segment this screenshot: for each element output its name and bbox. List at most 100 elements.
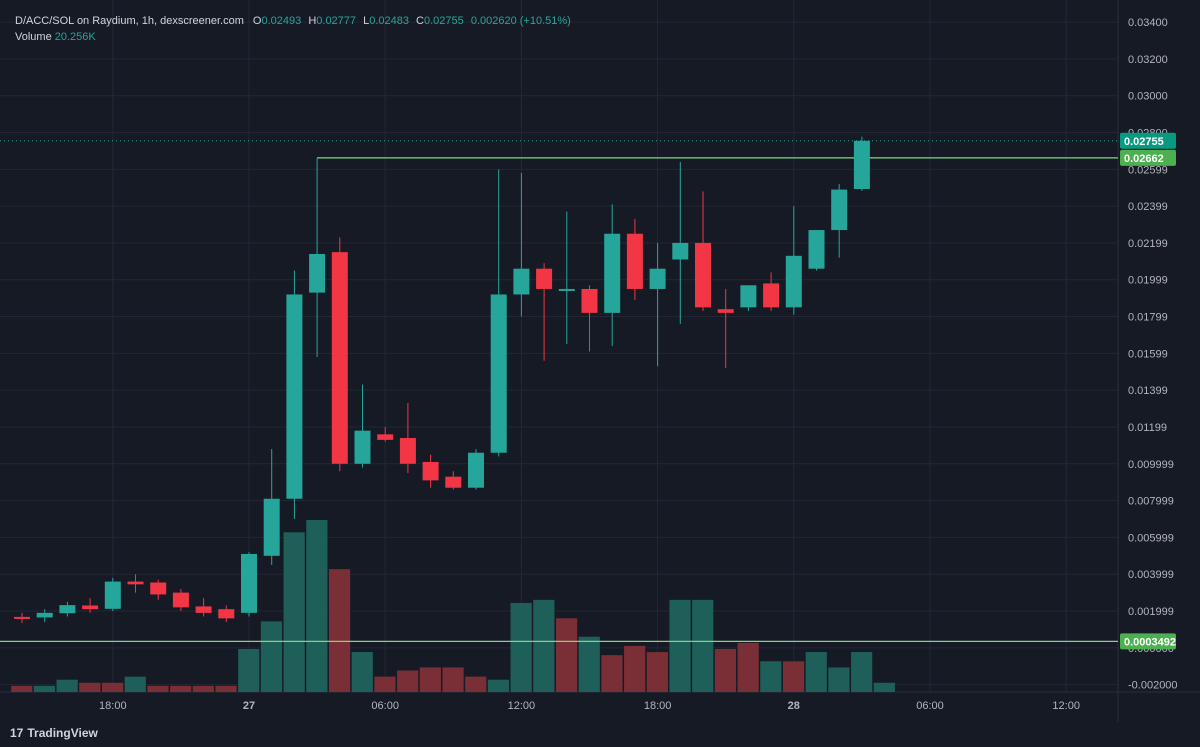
x-tick-label: 12:00 (1052, 700, 1080, 712)
tradingview-name: TradingView (27, 726, 98, 740)
y-tick-label: 0.005999 (1128, 532, 1174, 544)
footer-bar (0, 722, 1200, 747)
low-label: L (363, 15, 370, 27)
y-tick-label: 0.01399 (1128, 385, 1168, 397)
volume-bar (487, 679, 510, 692)
y-tick-label: 0.02199 (1128, 238, 1168, 250)
volume-bar (33, 685, 56, 692)
y-tick-label: 0.009999 (1128, 459, 1174, 471)
candle-body (604, 233, 621, 313)
volume-bar (555, 618, 578, 692)
high-value: 0.02777 (316, 15, 357, 27)
x-tick-label: 06:00 (371, 700, 399, 712)
candle-body (399, 438, 416, 464)
candle-body (558, 288, 575, 291)
x-tick-label: 27 (243, 700, 255, 712)
candle-body (127, 581, 144, 585)
candle-body (785, 255, 802, 308)
volume-bar (79, 682, 101, 692)
candle-body (468, 452, 484, 488)
y-tick-label: 0.03000 (1128, 91, 1168, 103)
candle-body (36, 612, 53, 618)
candle-body (695, 242, 711, 308)
tradingview-logo-icon: 17 (10, 726, 24, 740)
candle-body (422, 461, 439, 481)
volume-bar (170, 685, 192, 692)
candle-body (241, 553, 257, 613)
level-price-label-bg (1120, 633, 1176, 650)
candle-body (672, 242, 689, 260)
level-price-label: 0.0003492 (1124, 636, 1176, 648)
volume-bar (328, 569, 351, 692)
volume-bar (851, 652, 873, 692)
volume-bar (714, 649, 737, 692)
volume-bar (260, 621, 283, 692)
y-tick-label: 0.03400 (1128, 17, 1168, 29)
volume-row: Volume 20.256K (15, 29, 575, 45)
volume-bar (510, 602, 532, 692)
y-tick-label: 0.03200 (1128, 54, 1168, 66)
candle-body (104, 581, 121, 609)
volume-bar (374, 676, 396, 692)
candle-body (808, 230, 825, 269)
candlestick-chart[interactable]: 0.034000.032000.030000.028000.025990.023… (0, 0, 1200, 722)
y-tick-label: 0.01799 (1128, 312, 1168, 324)
volume-bar (147, 685, 169, 692)
volume-bar (397, 670, 419, 692)
candle-body (536, 268, 553, 289)
volume-bar (238, 649, 260, 692)
y-tick-label: 0.003999 (1128, 569, 1174, 581)
chart-legend: D/ACC/SOL on Raydium, 1h, dexscreener.co… (15, 13, 575, 45)
volume-bar (56, 679, 78, 692)
change-value: 0.002620 (+10.51%) (470, 15, 571, 27)
volume-bar (760, 661, 782, 692)
candle-body (82, 605, 99, 610)
candle-body (263, 498, 280, 556)
volume-bar (782, 661, 805, 692)
y-tick-label: -0.002000 (1128, 680, 1178, 692)
candle-body (490, 294, 507, 453)
x-tick-label: 06:00 (916, 700, 944, 712)
volume-bar (442, 667, 464, 692)
candle-body (59, 605, 76, 614)
volume-bar (669, 599, 691, 692)
close-label: C (416, 15, 424, 27)
last-price-label: 0.02755 (1124, 136, 1164, 148)
y-tick-label: 0.02599 (1128, 164, 1168, 176)
y-tick-label: 0.01599 (1128, 348, 1168, 360)
x-tick-label: 18:00 (99, 700, 127, 712)
y-tick-label: 0.01999 (1128, 275, 1168, 287)
volume-bar (283, 532, 305, 692)
volume-bar (805, 652, 827, 692)
x-tick-label: 18:00 (644, 700, 672, 712)
close-value: 0.02755 (424, 15, 464, 27)
open-value: 0.02493 (261, 15, 302, 27)
plot-background (0, 0, 1200, 722)
volume-bar (11, 685, 33, 692)
volume-bar (646, 652, 668, 692)
candle-body (513, 268, 530, 295)
level-price-label: 0.02662 (1124, 153, 1164, 165)
volume-bar (601, 655, 623, 692)
volume-bar (306, 520, 328, 692)
candle-body (172, 592, 189, 608)
candle-body (377, 434, 394, 440)
candle-body (649, 268, 666, 289)
volume-bar (692, 599, 714, 692)
tradingview-brand[interactable]: 17 TradingView (10, 726, 98, 740)
volume-bar (351, 652, 373, 692)
candle-body (14, 616, 30, 619)
candle-body (309, 253, 326, 293)
open-label: O (252, 15, 262, 27)
volume-bar (192, 685, 214, 692)
y-tick-label: 0.02399 (1128, 201, 1168, 213)
y-tick-label: 0.007999 (1128, 496, 1174, 508)
candle-body (763, 283, 780, 308)
candle-body (853, 140, 870, 190)
candle-body (331, 252, 348, 464)
candle-body (195, 606, 212, 613)
candle-body (581, 288, 598, 313)
volume-bar (828, 667, 850, 692)
candle-body (626, 233, 643, 289)
